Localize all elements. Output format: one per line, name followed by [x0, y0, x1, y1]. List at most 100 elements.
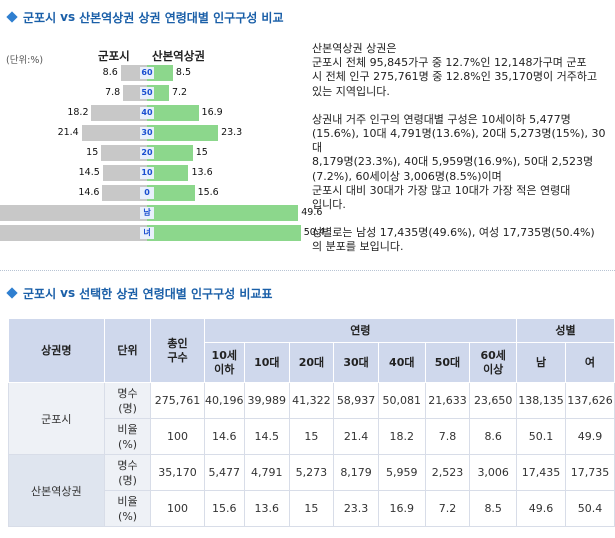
age-label: 남 — [140, 207, 154, 219]
pyramid-row: 50.149.6남 — [0, 205, 322, 221]
value-cell: 21,633 — [424, 382, 471, 419]
region-value: 7.8 — [105, 87, 121, 98]
value-cell: 7.8 — [424, 418, 471, 455]
value-cell: 50.1 — [516, 418, 566, 455]
desc-line: 시 전체 인구 275,761명 중 12.8%인 35,170명이 거주하고 — [312, 70, 598, 84]
section-title-comparison: 군포시 vs 산본역상권 상권 연령대별 인구구성 비교 — [4, 8, 284, 26]
value-cell: 2,523 — [424, 454, 471, 491]
region-value: 21.4 — [57, 127, 79, 138]
value-cell: 3,006 — [469, 454, 518, 491]
value-cell: 14.6 — [203, 418, 245, 455]
table-row: 산본역상권 명수 (명) 35,170 5,477 4,791 5,273 8,179 5,95… — [8, 454, 615, 527]
desc-line: (7.2%), 60세이상 3,006명(8.5%)이며 — [312, 169, 502, 183]
value-cell: 100 — [150, 418, 205, 455]
value-cell: 5,273 — [288, 454, 335, 491]
value-cell: 35,170 — [150, 454, 205, 491]
value-cell: 15.6 — [203, 490, 245, 527]
value-cell: 5,477 — [203, 454, 245, 491]
title-region-a: 군포시 — [23, 10, 57, 25]
area-bar — [147, 205, 299, 221]
value-cell: 17,735 — [564, 454, 615, 491]
value-cell: 4,791 — [243, 454, 290, 491]
unit-cell: 비율 (%) — [103, 490, 152, 527]
value-cell: 39,989 — [243, 382, 290, 419]
pyramid-row: 21.4 23.3 30 — [0, 125, 300, 141]
value-cell: 21.4 — [333, 418, 379, 455]
value-cell: 41,322 — [288, 382, 335, 419]
title-region-a: 군포시 — [23, 286, 57, 301]
region-value: 8.6 — [102, 67, 118, 78]
value-cell: 100 — [150, 490, 205, 527]
value-cell: 137,626 — [564, 382, 615, 419]
pyramid-row: 14.6 15.6 0 — [0, 185, 300, 201]
pyramid-row: 7.8 7.2 50 — [0, 85, 300, 101]
value-cell: 17,435 — [516, 454, 566, 491]
value-cell: 49.9 — [564, 418, 615, 455]
unit-label: (단위:%) — [6, 55, 44, 66]
section-title-table: 군포시 vs 선택한 상권 연령대별 인구구성 비교표 — [4, 284, 272, 302]
area-value: 23.3 — [221, 127, 243, 138]
value-cell: 50.4 — [564, 490, 615, 527]
region-value: 18.2 — [67, 107, 89, 118]
desc-line: 8,179명(23.3%), 40대 5,959명(16.9%), 50대 2,… — [312, 155, 594, 169]
desc-line: 입니다. — [312, 198, 346, 212]
pyramid-left-heading: 군포시 — [98, 49, 130, 63]
desc-line: 성별로는 남성 17,435명(49.6%), 여성 17,735명(50.4%… — [312, 226, 595, 240]
value-cell: 8.5 — [469, 490, 518, 527]
age-label: 60 — [140, 67, 154, 79]
area-name-cell: 산본역상권 — [8, 454, 105, 527]
title-region-b: 선택한 상권 연령대별 인구구성 비교표 — [79, 286, 273, 301]
header-area-name: 상권명 — [8, 318, 105, 383]
header-gender-group: 성별 — [516, 318, 615, 343]
value-cell: 58,937 — [333, 382, 379, 419]
area-value: 50.4 — [303, 227, 325, 238]
header-unit: 단위 — [103, 318, 152, 383]
desc-line: 의 분포를 보입니다. — [312, 240, 404, 254]
area-name-cell: 군포시 — [8, 382, 105, 455]
comparison-table: 상권명 단위 총인 구수 연령 성별 10세 이하 10대 20대 30대 40대… — [8, 318, 615, 527]
desc-paragraph-gender: 성별로는 남성 17,435명(49.6%), 여성 17,735명(50.4%… — [312, 226, 608, 254]
value-cell: 23,650 — [469, 382, 518, 419]
header-age-col: 10세 이하 — [203, 342, 245, 383]
unit-cell: 명수 (명) — [103, 382, 152, 419]
area-description: 산본역상권 상권은 군포시 전체 95,845가구 중 12.7%인 12,14… — [312, 42, 608, 269]
region-bar — [102, 165, 147, 181]
area-bar — [147, 125, 219, 141]
area-bar — [147, 105, 199, 121]
region-bar — [0, 205, 147, 221]
desc-line: 있는 지역입니다. — [312, 84, 390, 98]
unit-cell: 명수 (명) — [103, 454, 152, 491]
value-cell: 16.9 — [377, 490, 426, 527]
age-label: 30 — [140, 127, 154, 139]
area-bar — [147, 165, 189, 181]
table-row: 군포시 명수 (명) 275,761 40,196 39,989 41,322 58,937 5… — [8, 382, 615, 455]
area-value: 13.6 — [191, 167, 213, 178]
header-total-line: 구수 — [167, 350, 188, 364]
age-label: 녀 — [140, 227, 154, 239]
value-cell: 15 — [288, 418, 335, 455]
area-value: 16.9 — [201, 107, 223, 118]
value-cell: 14.5 — [243, 418, 290, 455]
region-bar — [81, 125, 147, 141]
value-cell: 18.2 — [377, 418, 426, 455]
value-cell: 15 — [288, 490, 335, 527]
age-label: 50 — [140, 87, 154, 99]
value-cell: 8.6 — [469, 418, 518, 455]
header-age-col: 50대 — [424, 342, 471, 383]
header-female: 여 — [564, 342, 615, 383]
region-value: 14.6 — [78, 187, 100, 198]
desc-paragraph-summary: 산본역상권 상권은 군포시 전체 95,845가구 중 12.7%인 12,14… — [312, 42, 608, 99]
region-bar — [102, 185, 147, 201]
desc-line: (15.6%), 10대 4,791명(13.6%), 20대 5,273명(1… — [312, 127, 606, 155]
pyramid-row: 14.5 13.6 10 — [0, 165, 300, 181]
table-row: 비율 (%) 100 14.6 14.5 15 21.4 18.2 7.8 8.6 50.1 49.9 — [9, 418, 615, 455]
header-age-col: 30대 — [333, 342, 379, 383]
age-label: 40 — [140, 107, 154, 119]
area-value: 15.6 — [197, 187, 219, 198]
header-age-group: 연령 — [203, 318, 518, 343]
value-cell: 7.2 — [424, 490, 471, 527]
value-cell: 40,196 — [203, 382, 245, 419]
section-divider — [0, 270, 615, 271]
value-cell: 138,135 — [516, 382, 566, 419]
value-cell: 49.6 — [516, 490, 566, 527]
